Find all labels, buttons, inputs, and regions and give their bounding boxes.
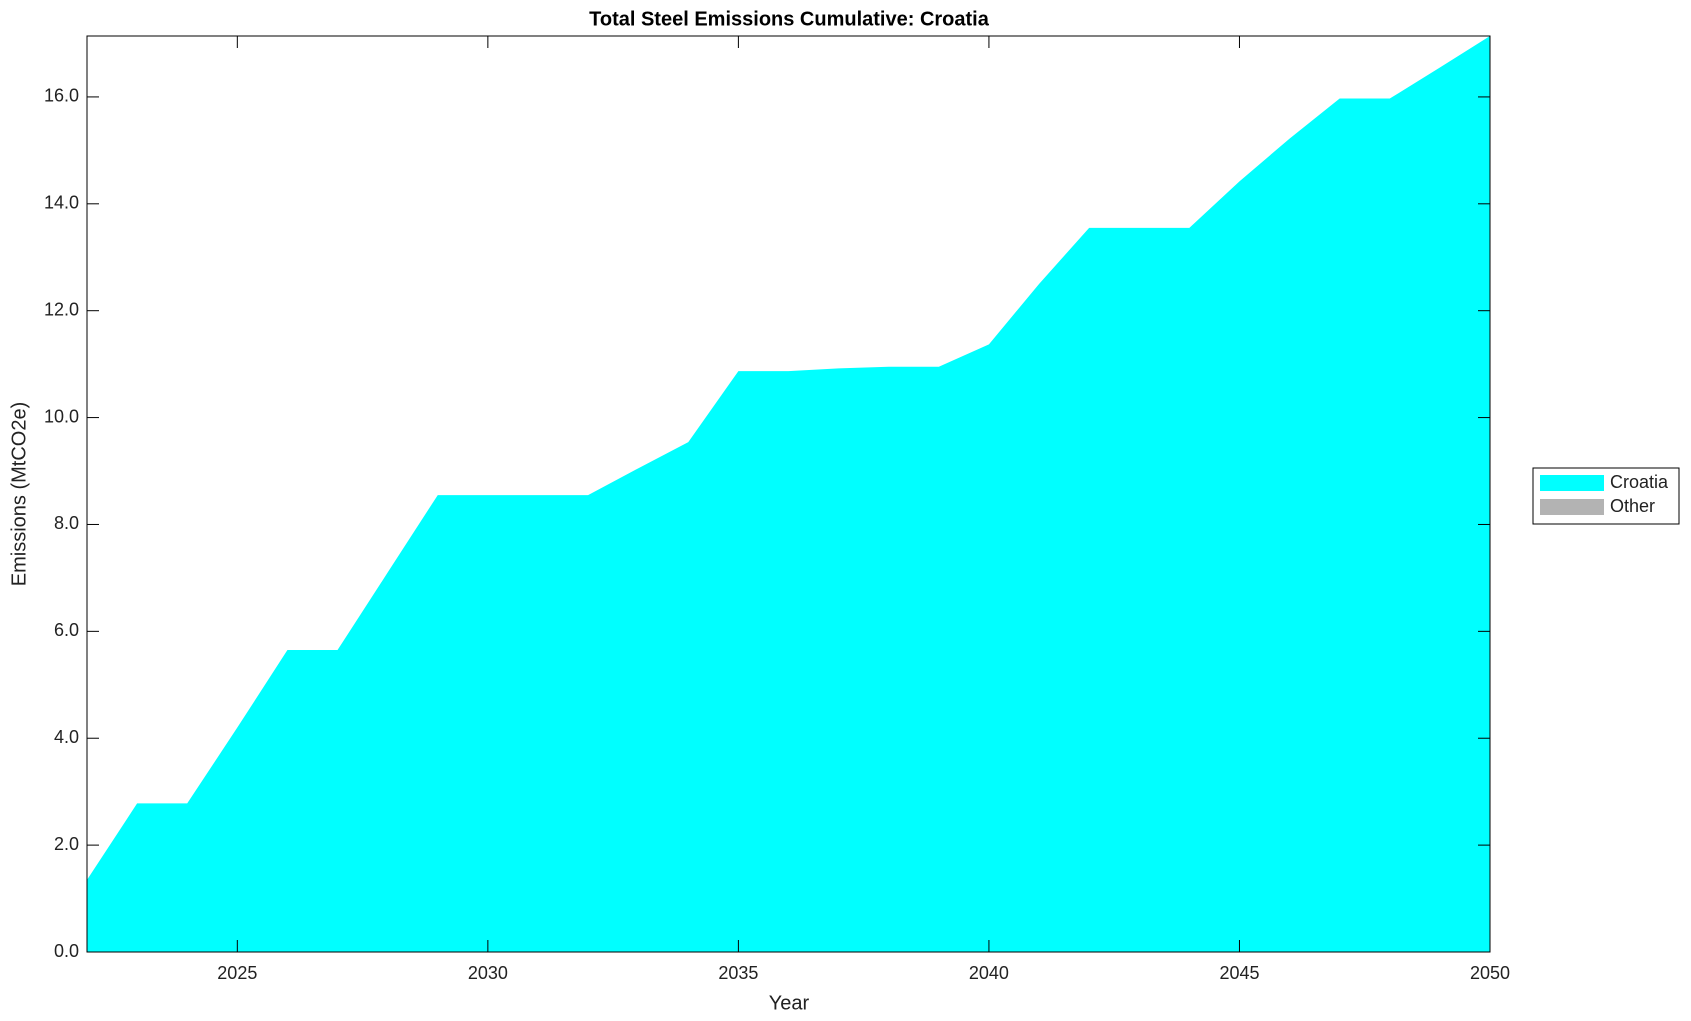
x-tick-label: 2045 (1219, 963, 1259, 983)
x-tick-label: 2025 (217, 963, 257, 983)
y-tick-label: 8.0 (54, 513, 79, 533)
y-tick-label: 10.0 (44, 406, 79, 426)
y-tick-label: 12.0 (44, 299, 79, 319)
legend-label: Croatia (1610, 472, 1669, 492)
legend-label: Other (1610, 496, 1655, 516)
chart-title: Total Steel Emissions Cumulative: Croati… (589, 8, 990, 30)
y-tick-label: 2.0 (54, 834, 79, 854)
x-axis-label: Year (769, 992, 810, 1014)
legend-swatch (1540, 499, 1604, 515)
x-tick-label: 2040 (969, 963, 1009, 983)
x-tick-label: 2050 (1470, 963, 1510, 983)
x-tick-label: 2035 (718, 963, 758, 983)
legend-swatch (1540, 475, 1604, 491)
y-tick-label: 16.0 (44, 86, 79, 106)
y-tick-label: 4.0 (54, 727, 79, 747)
y-tick-label: 0.0 (54, 941, 79, 961)
y-tick-label: 14.0 (44, 193, 79, 213)
area (87, 36, 1490, 952)
plot-frame (86, 35, 1491, 953)
y-tick-label: 6.0 (54, 620, 79, 640)
y-axis-label: Emissions (MtCO2e) (8, 402, 30, 586)
x-tick-label: 2030 (468, 963, 508, 983)
